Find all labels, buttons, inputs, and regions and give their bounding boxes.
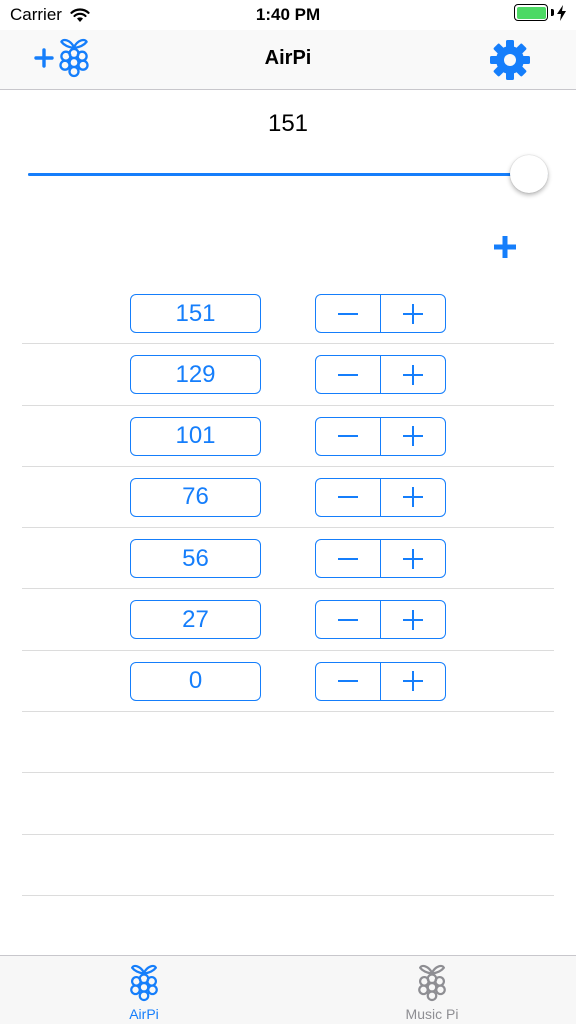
charging-bolt-icon [557,4,566,21]
value-stepper[interactable] [315,539,446,579]
minus-icon [338,680,358,683]
battery-icon [514,4,548,21]
minus-icon [338,435,358,438]
gear-icon [490,40,530,80]
slider-fill [28,173,548,176]
carrier-label: Carrier [10,5,62,24]
plus-icon [403,609,423,630]
row-separator [22,465,554,467]
status-time: 1:40 PM [255,5,321,24]
plus-icon [403,487,423,508]
row-separator [22,404,554,406]
empty-row [0,773,576,835]
table-row: 27 [0,589,576,651]
decrement-button[interactable] [316,663,380,700]
wifi-icon [70,7,90,22]
table-row: 129 [0,344,576,406]
increment-button[interactable] [380,356,445,394]
plus-icon [494,236,516,258]
value-field[interactable]: 151 [130,294,261,333]
settings-button[interactable] [488,38,532,87]
value-stepper[interactable] [315,355,446,395]
table-row: 76 [0,467,576,529]
raspberry-pi-icon [415,962,449,1004]
row-separator [22,772,554,774]
value-stepper[interactable] [315,477,446,517]
empty-row [0,835,576,896]
row-separator [22,894,554,896]
add-row-button[interactable] [490,232,520,262]
status-bar: Carrier 1:40 PM [0,0,576,30]
empty-row [0,712,576,774]
value-field[interactable]: 56 [130,539,261,579]
increment-button[interactable] [380,295,445,332]
page-title: AirPi [264,47,312,69]
tab-music-pi[interactable]: Music Pi [288,956,576,1024]
row-separator [22,711,554,713]
value-stepper[interactable] [315,416,446,456]
add-device-button[interactable] [34,36,92,80]
minus-icon [338,496,358,499]
minus-icon [338,557,358,560]
decrement-button[interactable] [316,418,380,455]
value-field[interactable]: 101 [130,416,261,456]
increment-button[interactable] [380,601,445,639]
table-row: 151 [0,283,576,345]
table-row: 0 [0,651,576,713]
decrement-button[interactable] [316,479,380,516]
row-separator [22,343,554,345]
increment-button[interactable] [380,662,445,700]
navigation-bar: AirPi [0,30,576,90]
slider-thumb[interactable] [510,155,548,193]
plus-icon [403,426,423,447]
row-separator [22,527,554,529]
raspberry-pi-icon [127,962,161,1004]
minus-icon [338,312,358,315]
increment-button[interactable] [380,417,445,455]
current-value-label: 151 [267,110,309,137]
value-list: 151 129 101 76 56 27 0 [0,283,576,958]
value-field[interactable]: 27 [130,600,261,640]
decrement-button[interactable] [316,540,380,577]
table-row: 101 [0,406,576,467]
value-field[interactable]: 0 [130,661,261,701]
row-separator [22,833,554,835]
tab-label: AirPi [129,1006,159,1022]
minus-icon [338,373,358,376]
plus-icon [34,48,54,68]
plus-icon [403,303,423,324]
value-slider[interactable] [28,155,548,195]
tab-bar: AirPi Music Pi [0,955,576,1024]
row-separator [22,588,554,590]
value-stepper[interactable] [315,661,446,701]
table-row: 56 [0,528,576,590]
plus-icon [403,671,423,692]
decrement-button[interactable] [316,601,380,638]
value-field[interactable]: 76 [130,477,261,517]
row-separator [22,649,554,651]
decrement-button[interactable] [316,295,380,332]
minus-icon [338,618,358,621]
plus-icon [403,364,423,385]
value-stepper[interactable] [315,600,446,640]
tab-label: Music Pi [405,1006,459,1022]
increment-button[interactable] [380,478,445,516]
value-field[interactable]: 129 [130,355,261,395]
empty-row [0,896,576,958]
decrement-button[interactable] [316,356,380,393]
plus-icon [403,548,423,569]
value-stepper[interactable] [315,294,446,333]
increment-button[interactable] [380,540,445,578]
tab-airpi[interactable]: AirPi [0,956,288,1024]
